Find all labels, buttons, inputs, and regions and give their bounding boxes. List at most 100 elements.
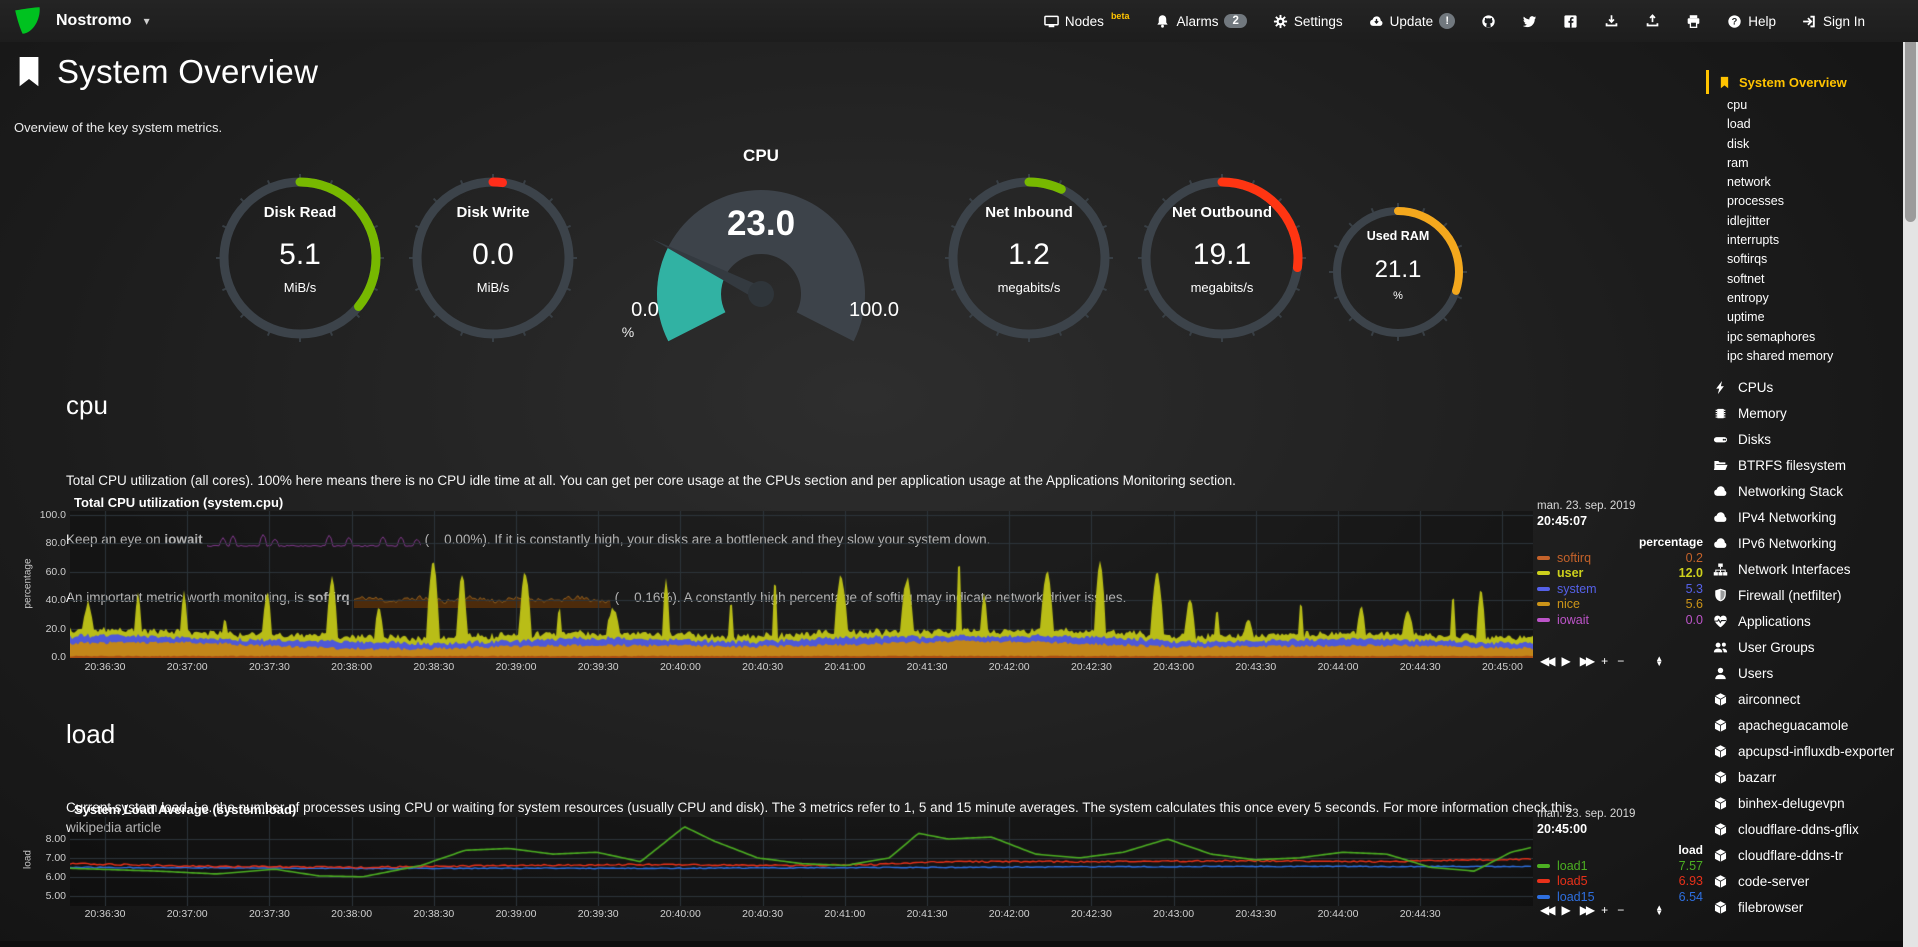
- page-scrollbar-thumb[interactable]: [1905, 27, 1916, 222]
- x-tick: 20:40:30: [742, 908, 784, 920]
- cpu-chart-canvas[interactable]: [70, 511, 1533, 658]
- chart-zoom-in-button[interactable]: +: [1601, 654, 1609, 668]
- nav-print[interactable]: [1673, 14, 1714, 29]
- sidebar-item-ram[interactable]: ram: [1727, 155, 1749, 170]
- sidebar-item-btrfs-filesystem[interactable]: BTRFS filesystem: [1706, 452, 1898, 478]
- sidebar-item-networking-stack[interactable]: Networking Stack: [1706, 478, 1898, 504]
- used-ram-gauge[interactable]: Used RAM 21.1%: [1325, 199, 1471, 345]
- legend-row-load1[interactable]: load1 7.57: [1537, 858, 1703, 874]
- legend-row-softirq[interactable]: softirq 0.2: [1537, 550, 1703, 566]
- nav-github[interactable]: [1468, 14, 1509, 29]
- nav-signin[interactable]: Sign In: [1789, 14, 1878, 29]
- sidebar-item-uptime[interactable]: uptime: [1727, 310, 1765, 325]
- x-tick: 20:42:30: [1070, 908, 1112, 920]
- legend-swatch: [1537, 863, 1550, 868]
- disk-write-unit: MiB/s: [476, 280, 510, 295]
- legend-row-nice[interactable]: nice 5.6: [1537, 597, 1703, 613]
- sidebar-item-apcupsd-influxdb-exporter[interactable]: apcupsd-influxdb-exporter: [1706, 738, 1898, 764]
- legend-row-system[interactable]: system 5.3: [1537, 581, 1703, 597]
- sidebar-item-entropy[interactable]: entropy: [1727, 290, 1769, 305]
- sidebar-item-label: Users: [1738, 665, 1774, 681]
- sidebar-item-disks[interactable]: Disks: [1706, 426, 1898, 452]
- chart-zoom-in-button[interactable]: +: [1601, 903, 1609, 917]
- chart-backward-button[interactable]: ◀◀: [1540, 654, 1556, 668]
- legend-row-load15[interactable]: load15 6.54: [1537, 889, 1703, 905]
- sidebar-item-network-interfaces[interactable]: Network Interfaces: [1706, 556, 1898, 582]
- sidebar-item-filebrowser[interactable]: filebrowser: [1706, 894, 1898, 920]
- nav-alarms[interactable]: Alarms 2: [1142, 14, 1259, 29]
- net-inbound-gauge[interactable]: Net Inbound 1.2 megabits/s: [941, 170, 1117, 346]
- hostname: Nostromo: [56, 12, 132, 29]
- disk-write-gauge[interactable]: Disk Write 0.0 MiB/s: [405, 170, 581, 346]
- chart-zoom-out-button[interactable]: −: [1617, 903, 1625, 917]
- legend-value: 12.0: [1678, 566, 1703, 581]
- sidebar-item-apacheguacamole[interactable]: apacheguacamole: [1706, 712, 1898, 738]
- x-tick: 20:40:00: [659, 661, 701, 673]
- sidebar-item-load[interactable]: load: [1727, 117, 1751, 132]
- sidebar-item-ipv4-networking[interactable]: IPv4 Networking: [1706, 504, 1898, 530]
- sidebar-item-processes[interactable]: processes: [1727, 194, 1784, 209]
- sidebar-item-airconnect[interactable]: airconnect: [1706, 686, 1898, 712]
- chart-zoom-out-button[interactable]: −: [1617, 654, 1625, 668]
- cpu-gauge-value: 23.0: [726, 204, 796, 243]
- top-nav: Nodes beta Alarms 2 Settings Update! ? Help Sign…: [1031, 11, 1918, 29]
- legend-label: load1: [1557, 858, 1588, 873]
- sidebar-item-softnet[interactable]: softnet: [1727, 271, 1765, 286]
- chart-resize-handle[interactable]: ▲ ▼: [1655, 903, 1664, 917]
- nav-facebook[interactable]: [1550, 14, 1591, 29]
- sidebar-item-memory[interactable]: Memory: [1706, 400, 1898, 426]
- x-tick: 20:45:00: [1481, 661, 1523, 673]
- page-scrollbar-track[interactable]: [1903, 0, 1918, 947]
- sidebar-item-binhex-delugevpn[interactable]: binhex-delugevpn: [1706, 790, 1898, 816]
- legend-row-load5[interactable]: load5 6.93: [1537, 874, 1703, 890]
- chart-forward-button[interactable]: ▶▶: [1579, 654, 1596, 668]
- sidebar-item-users[interactable]: Users: [1706, 660, 1898, 686]
- sidebar-item-system-overview[interactable]: System Overview: [1706, 70, 1898, 94]
- sidebar-item-cpus[interactable]: CPUs: [1706, 374, 1898, 400]
- sidebar-item-ipc-shared-memory[interactable]: ipc shared memory: [1727, 348, 1834, 363]
- cpu-gauge[interactable]: CPU 23.0 0.0 100.0 %: [611, 140, 911, 352]
- sidebar-item-interrupts[interactable]: interrupts: [1727, 233, 1780, 248]
- sidebar-item-disk[interactable]: disk: [1727, 136, 1750, 151]
- nav-import-snapshot[interactable]: [1591, 14, 1632, 29]
- nav-settings[interactable]: Settings: [1260, 14, 1356, 29]
- nav-update[interactable]: Update!: [1356, 13, 1469, 29]
- nav-twitter[interactable]: [1509, 14, 1550, 29]
- load-legend-date: man. 23. sep. 2019: [1537, 808, 1636, 820]
- chart-forward-button[interactable]: ▶▶: [1579, 903, 1596, 917]
- disk-read-gauge[interactable]: Disk Read 5.1 MiB/s: [212, 170, 388, 346]
- sidebar-item-cpu[interactable]: cpu: [1727, 98, 1748, 112]
- legend-row-iowait[interactable]: iowait 0.0: [1537, 612, 1703, 628]
- sidebar-item-ipv6-networking[interactable]: IPv6 Networking: [1706, 530, 1898, 556]
- chart-play-button[interactable]: ▶: [1561, 654, 1571, 668]
- sidebar-item-bazarr[interactable]: bazarr: [1706, 764, 1898, 790]
- legend-row-user[interactable]: user 12.0: [1537, 566, 1703, 582]
- sidebar-item-label: BTRFS filesystem: [1738, 457, 1847, 473]
- nav-help[interactable]: ? Help: [1714, 14, 1789, 29]
- sidebar-item-applications[interactable]: Applications: [1706, 608, 1898, 634]
- nav-nodes[interactable]: Nodes beta: [1031, 11, 1143, 29]
- net-outbound-gauge[interactable]: Net Outbound 19.1 megabits/s: [1134, 170, 1310, 346]
- sidebar-item-label: cloudflare-ddns-gflix: [1738, 821, 1859, 837]
- page-title: System Overview: [57, 53, 319, 90]
- sidebar-item-label: cloudflare-ddns-tr: [1738, 847, 1844, 863]
- sidebar-item-ipc-semaphores[interactable]: ipc semaphores: [1727, 329, 1816, 344]
- cube-icon: [1713, 900, 1729, 915]
- cpu-gauge-unit: %: [621, 324, 635, 340]
- sidebar-item-softirqs[interactable]: softirqs: [1727, 252, 1768, 267]
- sidebar-item-user-groups[interactable]: User Groups: [1706, 634, 1898, 660]
- legend-label: nice: [1557, 597, 1580, 612]
- nav-export-snapshot[interactable]: [1632, 13, 1673, 29]
- sidebar-item-idlejitter[interactable]: idlejitter: [1727, 213, 1771, 228]
- chart-backward-button[interactable]: ◀◀: [1540, 903, 1556, 917]
- chart-play-button[interactable]: ▶: [1561, 903, 1571, 917]
- sidebar-item-firewall-netfilter-[interactable]: Firewall (netfilter): [1706, 582, 1898, 608]
- chart-resize-handle[interactable]: ▲ ▼: [1655, 654, 1664, 668]
- sidebar-item-network[interactable]: network: [1727, 175, 1771, 190]
- sidebar-item-cloudflare-ddns-tr[interactable]: cloudflare-ddns-tr: [1706, 842, 1898, 868]
- cube-icon: [1713, 718, 1729, 733]
- sidebar-item-code-server[interactable]: code-server: [1706, 868, 1898, 894]
- sidebar-item-cloudflare-ddns-gflix[interactable]: cloudflare-ddns-gflix: [1706, 816, 1898, 842]
- load-chart-canvas[interactable]: [70, 817, 1533, 906]
- node-selector[interactable]: Nostromo ▾: [0, 4, 150, 38]
